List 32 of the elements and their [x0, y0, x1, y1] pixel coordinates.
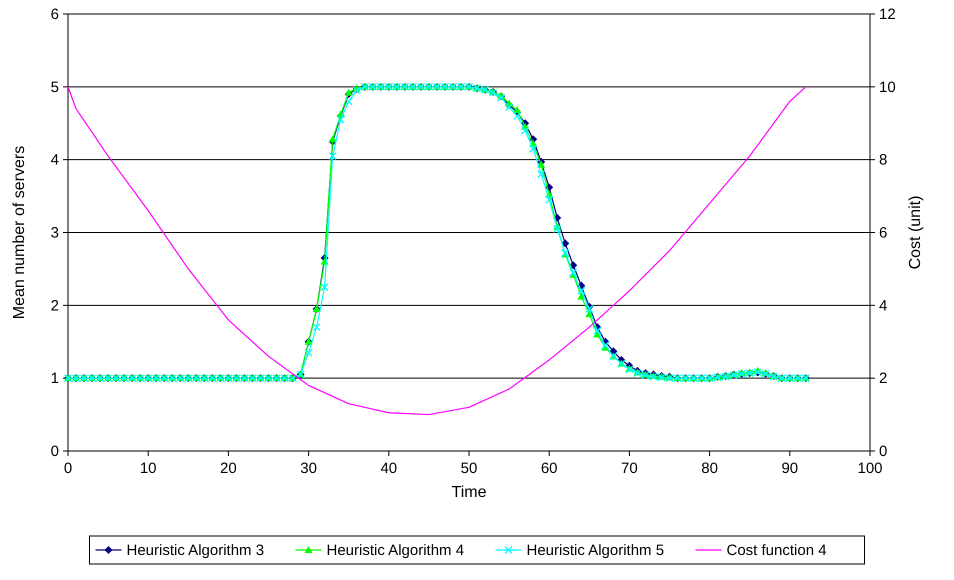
x-tick-label: 90	[781, 460, 798, 477]
y2-axis-title: Cost (unit)	[907, 196, 924, 270]
x-axis-title: Time	[452, 484, 487, 501]
x-tick-label: 50	[460, 460, 478, 477]
x-tick-label: 20	[220, 460, 237, 477]
y-tick-label: 2	[50, 297, 59, 314]
x-tick-label: 100	[857, 460, 883, 477]
y-tick-label: 1	[50, 370, 59, 388]
y2-tick-label: 6	[879, 224, 888, 242]
y2-tick-label: 0	[879, 443, 888, 460]
legend-label: Heuristic Algorithm 5	[526, 542, 664, 559]
legend-label: Cost function 4	[726, 542, 827, 559]
x-tick-label: 60	[540, 460, 558, 477]
x-tick-label: 70	[621, 460, 638, 477]
legend-label: Heuristic Algorithm 4	[326, 542, 464, 559]
y2-tick-label: 8	[879, 152, 888, 169]
y2-tick-label: 4	[879, 297, 888, 314]
legend-label: Heuristic Algorithm 3	[126, 542, 264, 559]
y2-tick-label: 10	[879, 78, 896, 96]
y2-tick-label: 2	[879, 370, 888, 388]
y-axis-title: Mean number of servers	[11, 146, 28, 320]
x-tick-label: 40	[380, 460, 398, 477]
x-tick-label: 80	[701, 460, 718, 477]
y2-tick-label: 12	[879, 6, 896, 23]
x-tick-label: 30	[300, 460, 317, 477]
y-tick-label: 3	[50, 224, 59, 242]
y-tick-label: 5	[50, 78, 59, 96]
x-tick-label: 0	[64, 460, 72, 477]
y-tick-label: 0	[50, 443, 59, 460]
y-tick-label: 4	[50, 152, 59, 169]
x-tick-label: 10	[140, 460, 157, 477]
y-tick-label: 6	[50, 6, 59, 23]
